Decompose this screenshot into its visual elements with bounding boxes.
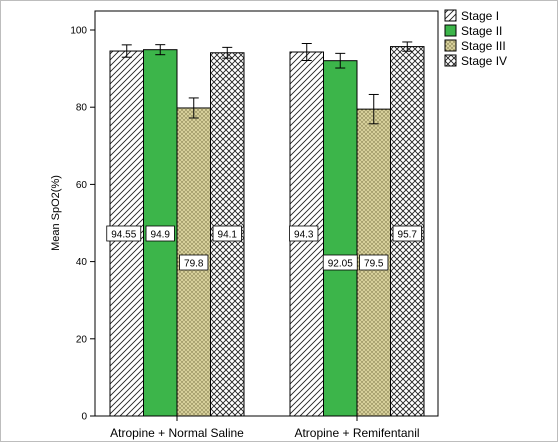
- y-axis: 0 20 40 60 80 100: [70, 26, 95, 423]
- legend-item: Stage III: [444, 39, 506, 53]
- legend-label: Stage IV: [461, 54, 507, 68]
- legend-item: Stage IV: [444, 54, 507, 68]
- legend-label: Stage III: [461, 39, 506, 53]
- legend-swatch: [444, 24, 457, 37]
- error-bar: [335, 52, 346, 69]
- y-tick-label: 40: [76, 257, 88, 268]
- y-tick-label: 0: [81, 412, 87, 423]
- legend-label: Stage I: [461, 9, 499, 23]
- data-label: 94.55: [111, 230, 136, 241]
- data-label-box: [179, 254, 209, 271]
- data-label: 94.9: [151, 230, 171, 241]
- data-label-box: [289, 225, 319, 242]
- data-label-box: [359, 254, 389, 271]
- error-bar: [155, 44, 166, 56]
- error-bar: [368, 93, 379, 125]
- data-label: 94.1: [218, 230, 238, 241]
- data-label: 94.3: [294, 230, 314, 241]
- legend-label: Stage II: [461, 24, 502, 38]
- legend-item: Stage II: [444, 24, 502, 38]
- data-label-box: [212, 225, 242, 242]
- data-labels-layer: 94.55 94.9 79.8 94.1 94.3 92.05 79.5 95.7: [106, 225, 422, 271]
- plot-area-border: [94, 10, 439, 417]
- y-tick-label: 60: [76, 180, 88, 191]
- error-bar: [121, 44, 132, 58]
- data-label-box: [322, 254, 358, 271]
- y-tick-label: 20: [76, 334, 88, 345]
- error-bar: [301, 43, 312, 61]
- data-label-box: [106, 225, 142, 242]
- x-category-label: Atropine + Normal Saline: [110, 426, 244, 440]
- data-label: 95.7: [398, 230, 418, 241]
- data-label-box: [392, 225, 422, 242]
- error-bars-layer: [121, 41, 413, 125]
- x-category-label: Atropine + Remifentanil: [294, 426, 419, 440]
- data-label-box: [145, 225, 175, 242]
- x-axis: Atropine + Normal Saline Atropine + Remif…: [110, 416, 420, 440]
- legend-swatch: [444, 9, 457, 22]
- bar: [323, 60, 358, 417]
- error-bar: [402, 41, 413, 52]
- data-label: 79.5: [364, 259, 384, 270]
- data-label: 79.8: [184, 259, 204, 270]
- legend-item: Stage I: [444, 9, 499, 23]
- error-bar: [188, 97, 199, 119]
- y-tick-label: 80: [76, 103, 88, 114]
- legend-swatch: [444, 54, 457, 67]
- data-label: 92.05: [328, 259, 353, 270]
- legend-swatch: [444, 39, 457, 52]
- error-bar: [222, 46, 233, 59]
- y-tick-label: 100: [70, 26, 87, 37]
- y-axis-title: Mean SpO2(%): [50, 175, 62, 251]
